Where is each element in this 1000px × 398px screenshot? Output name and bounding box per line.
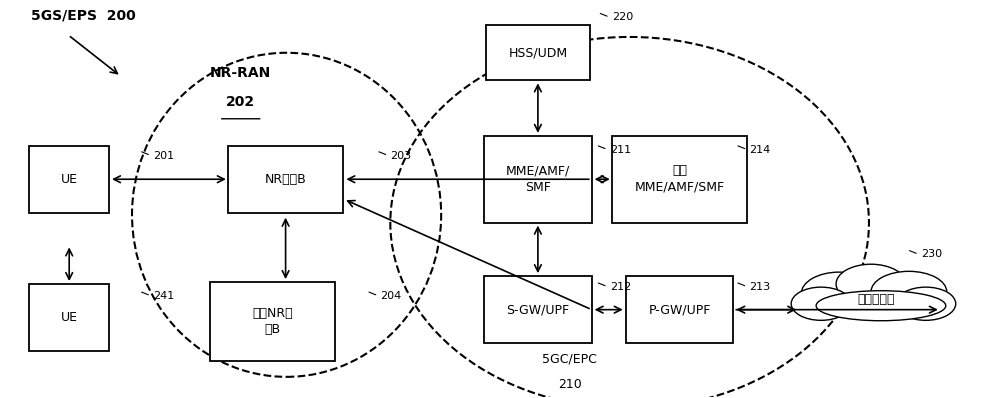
- Text: 5GC/EPC: 5GC/EPC: [542, 353, 597, 366]
- Text: S-GW/UPF: S-GW/UPF: [506, 303, 569, 316]
- FancyBboxPatch shape: [484, 276, 592, 343]
- Text: 其它NR节
点B: 其它NR节 点B: [252, 307, 293, 336]
- Text: 230: 230: [921, 249, 942, 259]
- FancyBboxPatch shape: [486, 25, 590, 80]
- FancyBboxPatch shape: [210, 282, 335, 361]
- FancyBboxPatch shape: [612, 136, 747, 223]
- Text: 203: 203: [390, 150, 411, 160]
- Text: UE: UE: [61, 311, 78, 324]
- Text: 214: 214: [749, 144, 771, 154]
- Text: 201: 201: [153, 150, 174, 160]
- Text: 220: 220: [612, 12, 633, 22]
- FancyBboxPatch shape: [484, 136, 592, 223]
- Text: 210: 210: [558, 378, 582, 391]
- Text: 204: 204: [380, 291, 402, 301]
- Ellipse shape: [801, 272, 877, 316]
- FancyBboxPatch shape: [228, 146, 343, 213]
- Text: NR-RAN: NR-RAN: [210, 66, 271, 80]
- Text: 因特网服务: 因特网服务: [857, 293, 895, 306]
- Text: 5GS/EPS  200: 5GS/EPS 200: [31, 8, 136, 22]
- Ellipse shape: [791, 287, 851, 320]
- Text: 211: 211: [610, 144, 631, 154]
- FancyBboxPatch shape: [626, 276, 733, 343]
- Text: 241: 241: [153, 291, 174, 301]
- Ellipse shape: [836, 264, 906, 304]
- Text: 202: 202: [226, 95, 255, 109]
- Ellipse shape: [816, 291, 946, 321]
- Text: NR节点B: NR节点B: [265, 173, 306, 186]
- Text: P-GW/UPF: P-GW/UPF: [648, 303, 711, 316]
- Text: MME/AMF/
SMF: MME/AMF/ SMF: [506, 164, 570, 194]
- Text: 其它
MME/AMF/SMF: 其它 MME/AMF/SMF: [634, 164, 725, 194]
- Text: 212: 212: [610, 282, 631, 292]
- Ellipse shape: [896, 287, 956, 320]
- FancyBboxPatch shape: [29, 284, 109, 351]
- FancyBboxPatch shape: [29, 146, 109, 213]
- Text: UE: UE: [61, 173, 78, 186]
- Text: HSS/UDM: HSS/UDM: [508, 46, 567, 59]
- Ellipse shape: [871, 271, 947, 312]
- Text: 213: 213: [749, 282, 770, 292]
